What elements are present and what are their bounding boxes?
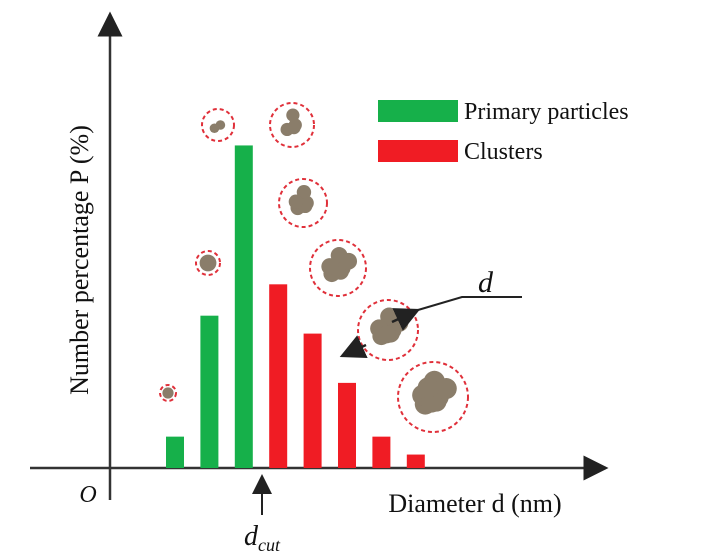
dcut-subscript: cut: [258, 535, 281, 555]
particle: [289, 195, 303, 209]
bar: [166, 437, 184, 468]
chart: O Diameter d (nm) Number percentage P (%…: [0, 0, 704, 559]
particle: [321, 258, 338, 275]
particle: [210, 123, 220, 133]
measure-arrow: [342, 345, 366, 356]
bar: [235, 145, 253, 468]
particle: [286, 109, 299, 122]
particle: [200, 255, 217, 272]
particle: [378, 325, 396, 343]
bar: [269, 284, 287, 468]
leader-line: [418, 297, 522, 310]
legend: Primary particles Clusters: [378, 99, 629, 165]
bar: [304, 334, 322, 468]
bar: [338, 383, 356, 468]
dcut-label: dcut: [244, 521, 281, 555]
bar: [200, 316, 218, 468]
bar: [372, 437, 390, 468]
legend-swatch: [378, 100, 458, 122]
dcut-main: d: [244, 521, 259, 552]
x-axis-label: Diameter d (nm): [388, 489, 561, 518]
origin-label: O: [79, 482, 96, 508]
particle: [287, 121, 300, 134]
bar: [407, 455, 425, 468]
d-label: d: [478, 266, 494, 299]
particle: [340, 253, 357, 270]
legend-swatch: [378, 140, 458, 162]
particle: [162, 387, 173, 398]
legend-label: Clusters: [464, 139, 543, 165]
legend-label: Primary particles: [464, 99, 629, 125]
y-axis-label: Number percentage P (%): [65, 125, 94, 395]
particle: [418, 377, 439, 398]
